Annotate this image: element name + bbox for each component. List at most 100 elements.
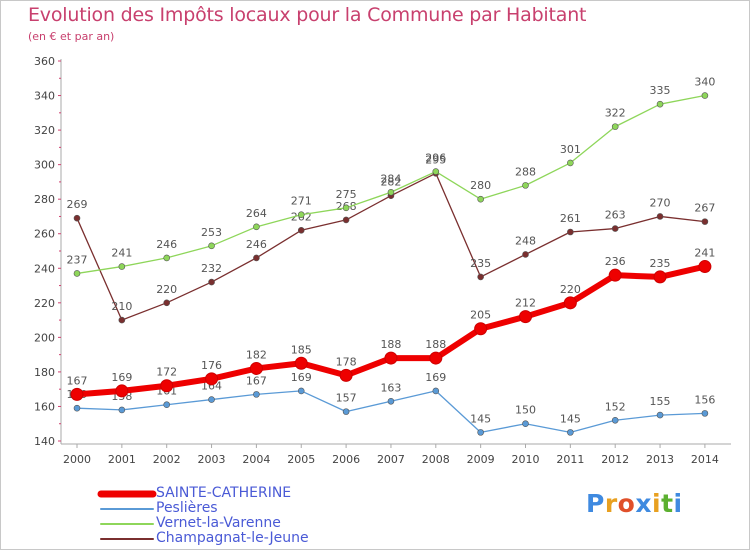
data-label-pesli-res: 145: [560, 412, 581, 425]
data-point-pesli-res: [477, 429, 484, 436]
proxiti-logo: Proxiti: [586, 489, 683, 518]
data-point-vernet-la-varenne: [611, 123, 619, 130]
data-label-vernet-la-varenne: 264: [246, 207, 267, 220]
data-label-sainte-catherine: 220: [560, 283, 581, 296]
data-label-vernet-la-varenne: 237: [67, 253, 88, 266]
data-point-sainte-catherine: [70, 387, 84, 401]
data-label-champagnat-le-jeune: 267: [694, 202, 715, 215]
data-label-sainte-catherine: 241: [694, 247, 715, 260]
data-label-pesli-res: 155: [650, 395, 671, 408]
data-label-champagnat-le-jeune: 248: [515, 234, 536, 247]
data-label-champagnat-le-jeune: 210: [111, 300, 132, 313]
data-label-vernet-la-varenne: 280: [470, 179, 491, 192]
data-point-champagnat-le-jeune: [522, 251, 529, 258]
data-label-vernet-la-varenne: 253: [201, 226, 222, 239]
x-tick-label: 2014: [691, 453, 719, 466]
data-point-pesli-res: [253, 391, 260, 398]
data-label-vernet-la-varenne: 275: [336, 188, 357, 201]
legend-label-champagnat-le-jeune: Champagnat-le-Jeune: [156, 530, 309, 546]
data-label-sainte-catherine: 205: [470, 309, 491, 322]
data-point-pesli-res: [73, 404, 81, 412]
data-label-vernet-la-varenne: 322: [605, 107, 626, 120]
data-label-sainte-catherine: 188: [425, 338, 446, 351]
logo-letter: o: [617, 489, 636, 518]
data-point-vernet-la-varenne: [73, 270, 81, 277]
legend-label-sainte-catherine: SAINTE-CATHERINE: [156, 485, 292, 501]
data-label-champagnat-le-jeune: 235: [470, 257, 491, 270]
data-label-pesli-res: 152: [605, 400, 626, 413]
logo-letter: i: [652, 489, 662, 518]
data-label-champagnat-le-jeune: 246: [246, 238, 267, 251]
data-point-sainte-catherine: [205, 372, 219, 386]
data-point-pesli-res: [297, 387, 305, 395]
data-point-vernet-la-varenne: [253, 223, 260, 231]
data-label-pesli-res: 164: [201, 380, 222, 393]
data-point-vernet-la-varenne: [432, 168, 440, 175]
data-point-vernet-la-varenne: [522, 182, 529, 189]
x-tick-label: 2007: [377, 453, 405, 466]
data-label-sainte-catherine: 176: [201, 359, 222, 372]
data-label-vernet-la-varenne: 284: [380, 172, 401, 185]
data-label-sainte-catherine: 236: [605, 255, 626, 268]
data-point-pesli-res: [387, 397, 395, 405]
x-tick-label: 2002: [153, 453, 181, 466]
data-point-champagnat-le-jeune: [73, 214, 81, 222]
data-point-champagnat-le-jeune: [253, 254, 260, 262]
data-point-champagnat-le-jeune: [701, 218, 709, 225]
data-point-champagnat-le-jeune: [342, 216, 350, 224]
y-tick-label: 220: [34, 297, 55, 310]
data-point-sainte-catherine: [653, 270, 667, 284]
y-tick-label: 240: [34, 262, 55, 275]
y-tick-label: 140: [34, 435, 55, 448]
logo-letter: t: [661, 489, 674, 518]
data-point-sainte-catherine: [429, 351, 443, 365]
y-tick-label: 200: [34, 331, 55, 344]
x-tick-label: 2013: [646, 453, 674, 466]
data-point-pesli-res: [701, 410, 709, 417]
data-label-pesli-res: 157: [336, 392, 357, 405]
data-label-pesli-res: 145: [470, 412, 491, 425]
y-tick-label: 320: [34, 124, 55, 137]
data-point-sainte-catherine: [608, 268, 622, 282]
data-label-champagnat-le-jeune: 269: [67, 198, 88, 211]
x-tick-label: 2009: [467, 453, 495, 466]
data-point-champagnat-le-jeune: [208, 278, 215, 286]
data-point-vernet-la-varenne: [163, 254, 170, 262]
x-tick-label: 2000: [63, 453, 91, 466]
data-point-champagnat-le-jeune: [163, 299, 170, 307]
data-point-sainte-catherine: [339, 368, 353, 382]
legend-label-vernet-la-varenne: Vernet-la-Varenne: [156, 515, 281, 531]
data-point-pesli-res: [118, 406, 126, 414]
data-label-pesli-res: 167: [246, 374, 267, 387]
data-point-vernet-la-varenne: [387, 188, 395, 196]
data-label-sainte-catherine: 182: [246, 348, 267, 361]
data-label-vernet-la-varenne: 241: [111, 247, 132, 260]
logo-letter: i: [673, 489, 683, 518]
x-tick-label: 2011: [556, 453, 584, 466]
data-point-champagnat-le-jeune: [567, 228, 574, 236]
x-tick-label: 2012: [601, 453, 629, 466]
y-tick-label: 160: [34, 400, 55, 413]
y-tick-label: 300: [34, 159, 55, 172]
data-label-vernet-la-varenne: 246: [156, 238, 177, 251]
legend-label-peslieres: Peslières: [156, 500, 218, 516]
chart-title: Evolution des Impôts locaux pour la Comm…: [28, 4, 587, 26]
chart-subtitle: (en € et par an): [28, 30, 115, 43]
data-point-sainte-catherine: [249, 361, 263, 375]
data-point-pesli-res: [611, 416, 619, 424]
data-label-champagnat-le-jeune: 220: [156, 283, 177, 296]
data-point-pesli-res: [163, 401, 170, 409]
data-point-vernet-la-varenne: [701, 92, 709, 99]
data-point-vernet-la-varenne: [656, 100, 664, 108]
y-tick-label: 360: [34, 55, 55, 68]
data-point-sainte-catherine: [698, 260, 712, 274]
x-tick-label: 2005: [287, 453, 315, 466]
x-tick-label: 2006: [332, 453, 360, 466]
x-tick-label: 2008: [422, 453, 450, 466]
data-label-champagnat-le-jeune: 232: [201, 262, 222, 275]
data-label-sainte-catherine: 188: [380, 338, 401, 351]
data-label-champagnat-le-jeune: 295: [425, 153, 446, 166]
data-point-vernet-la-varenne: [567, 159, 574, 167]
